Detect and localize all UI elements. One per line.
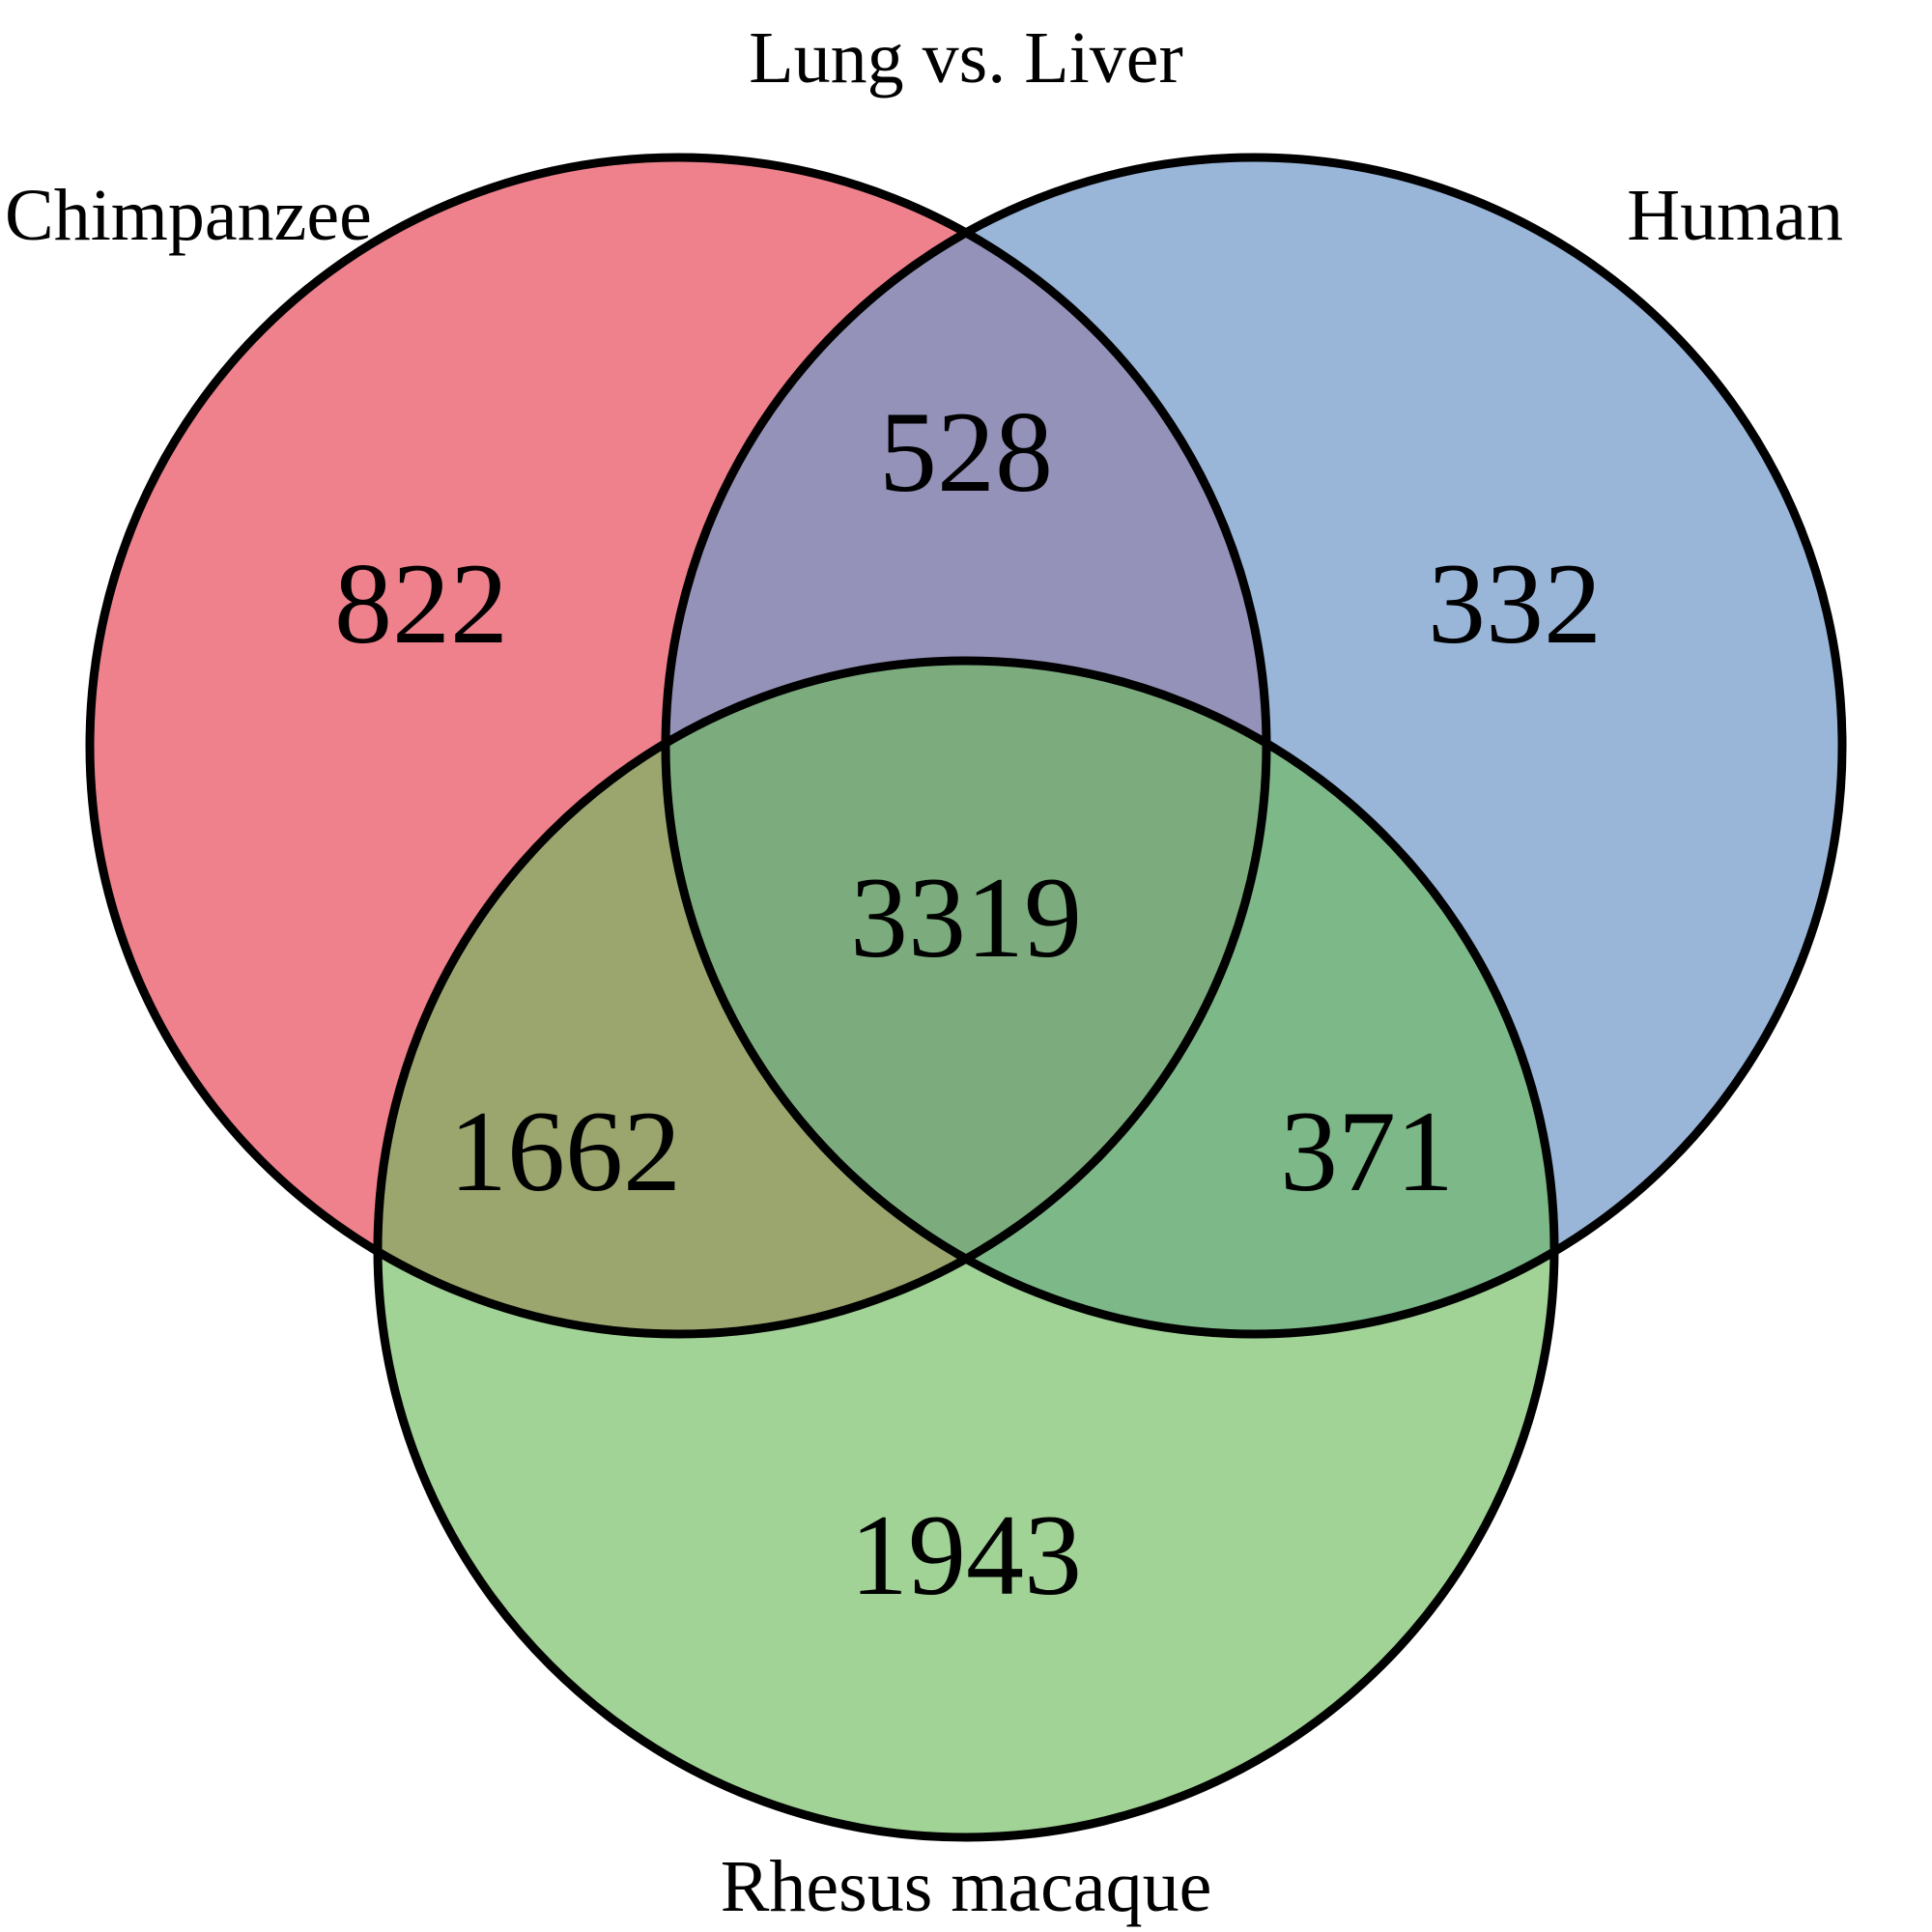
set-label-human: Human <box>1627 175 1843 256</box>
count-human-only: 332 <box>1428 539 1602 668</box>
diagram-title: Lung vs. Liver <box>749 17 1183 99</box>
set-label-chimpanzee: Chimpanzee <box>5 175 372 256</box>
outline-rhesus <box>373 656 1559 1842</box>
circle-rhesus <box>378 661 1554 1837</box>
count-chimpanzee-rhesus: 1662 <box>449 1087 681 1215</box>
count-chimpanzee-only: 822 <box>334 539 508 668</box>
set-label-rhesus: Rhesus macaque <box>721 1846 1212 1927</box>
count-rhesus-only: 1943 <box>850 1491 1082 1619</box>
venn-fills <box>90 157 1842 1837</box>
count-all-three: 3319 <box>850 853 1082 981</box>
count-chimpanzee-human: 528 <box>879 387 1053 516</box>
venn-outlines <box>85 153 1847 1842</box>
count-human-rhesus: 371 <box>1280 1087 1454 1215</box>
